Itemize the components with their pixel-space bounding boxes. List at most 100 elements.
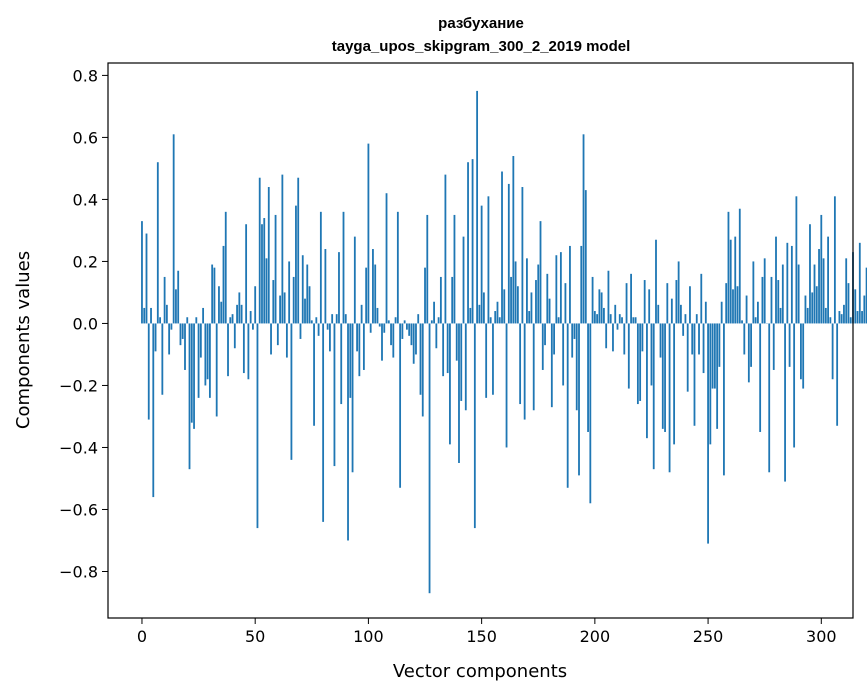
bar [222,245,225,324]
bar [351,323,354,473]
bar [546,273,549,324]
bar [573,323,576,339]
bar [815,286,818,324]
bar [639,323,642,401]
bars-group [141,90,867,594]
bar [761,276,764,324]
bar [299,323,302,339]
bar [392,323,395,358]
bar [410,323,413,346]
bar [308,286,311,324]
bar [559,252,562,324]
bar [516,286,519,324]
bar [847,283,850,324]
bar [562,323,565,386]
bar [292,276,295,324]
x-tick-label: 250 [693,627,724,646]
bar [179,323,182,346]
bar [270,323,272,355]
bar [818,249,820,324]
bar [141,221,143,324]
bar [478,304,481,324]
bar [213,267,216,324]
bar [285,323,288,358]
bar [347,323,349,541]
bar [695,314,698,324]
bar [614,304,617,324]
bar [781,264,784,324]
bar [652,323,655,470]
bar [582,134,585,324]
bar [496,301,499,324]
bar [245,224,248,324]
bar [258,177,261,324]
bar [202,307,205,324]
bar [338,252,340,324]
bar [408,323,411,336]
bar [281,174,284,324]
bar [609,314,612,324]
bar [673,323,676,445]
y-tick-label: 0.4 [73,190,98,209]
bar [480,205,483,324]
bar [865,267,867,324]
bar [469,307,472,324]
bar [553,323,555,355]
bar [288,261,291,324]
bar [415,323,417,355]
bar [156,162,159,324]
bar [206,323,209,380]
bar [539,221,542,324]
bar [360,304,363,324]
bar [145,233,148,324]
bar [150,307,152,324]
bar [186,317,189,324]
bar [514,261,517,324]
bar [458,323,460,463]
bar [689,286,691,324]
bar [154,323,157,352]
bar [464,323,467,411]
bar [487,196,490,324]
bar [358,323,361,377]
bar [356,323,358,352]
bar [297,177,300,324]
bar [709,323,712,445]
bar [641,323,644,352]
bar [598,289,601,324]
bar [686,323,689,392]
bar [190,323,193,423]
bar [220,301,223,324]
bar [845,258,848,324]
bar [442,323,445,377]
bar [460,323,463,401]
bar [831,323,834,380]
bar [777,280,780,324]
bar [406,323,408,330]
y-tick-label: −0.8 [59,562,98,581]
bar [566,323,569,488]
bar [827,236,829,324]
bar [224,211,227,324]
bar [304,298,306,324]
bar [747,323,750,383]
bar [770,276,773,324]
x-tick-label: 150 [466,627,497,646]
bar [745,295,748,324]
bar [353,236,356,324]
bar [863,295,866,324]
bar [618,314,621,324]
bar [242,323,245,374]
bar [326,323,329,330]
bar [335,314,338,324]
y-tick-label: −0.2 [59,376,98,395]
bar [736,286,739,324]
bar [718,323,721,367]
bar [329,323,331,352]
bar [802,323,805,389]
bar [528,311,531,324]
bar [510,276,512,324]
bar [319,211,322,324]
bar [333,323,336,467]
bar [752,261,755,324]
